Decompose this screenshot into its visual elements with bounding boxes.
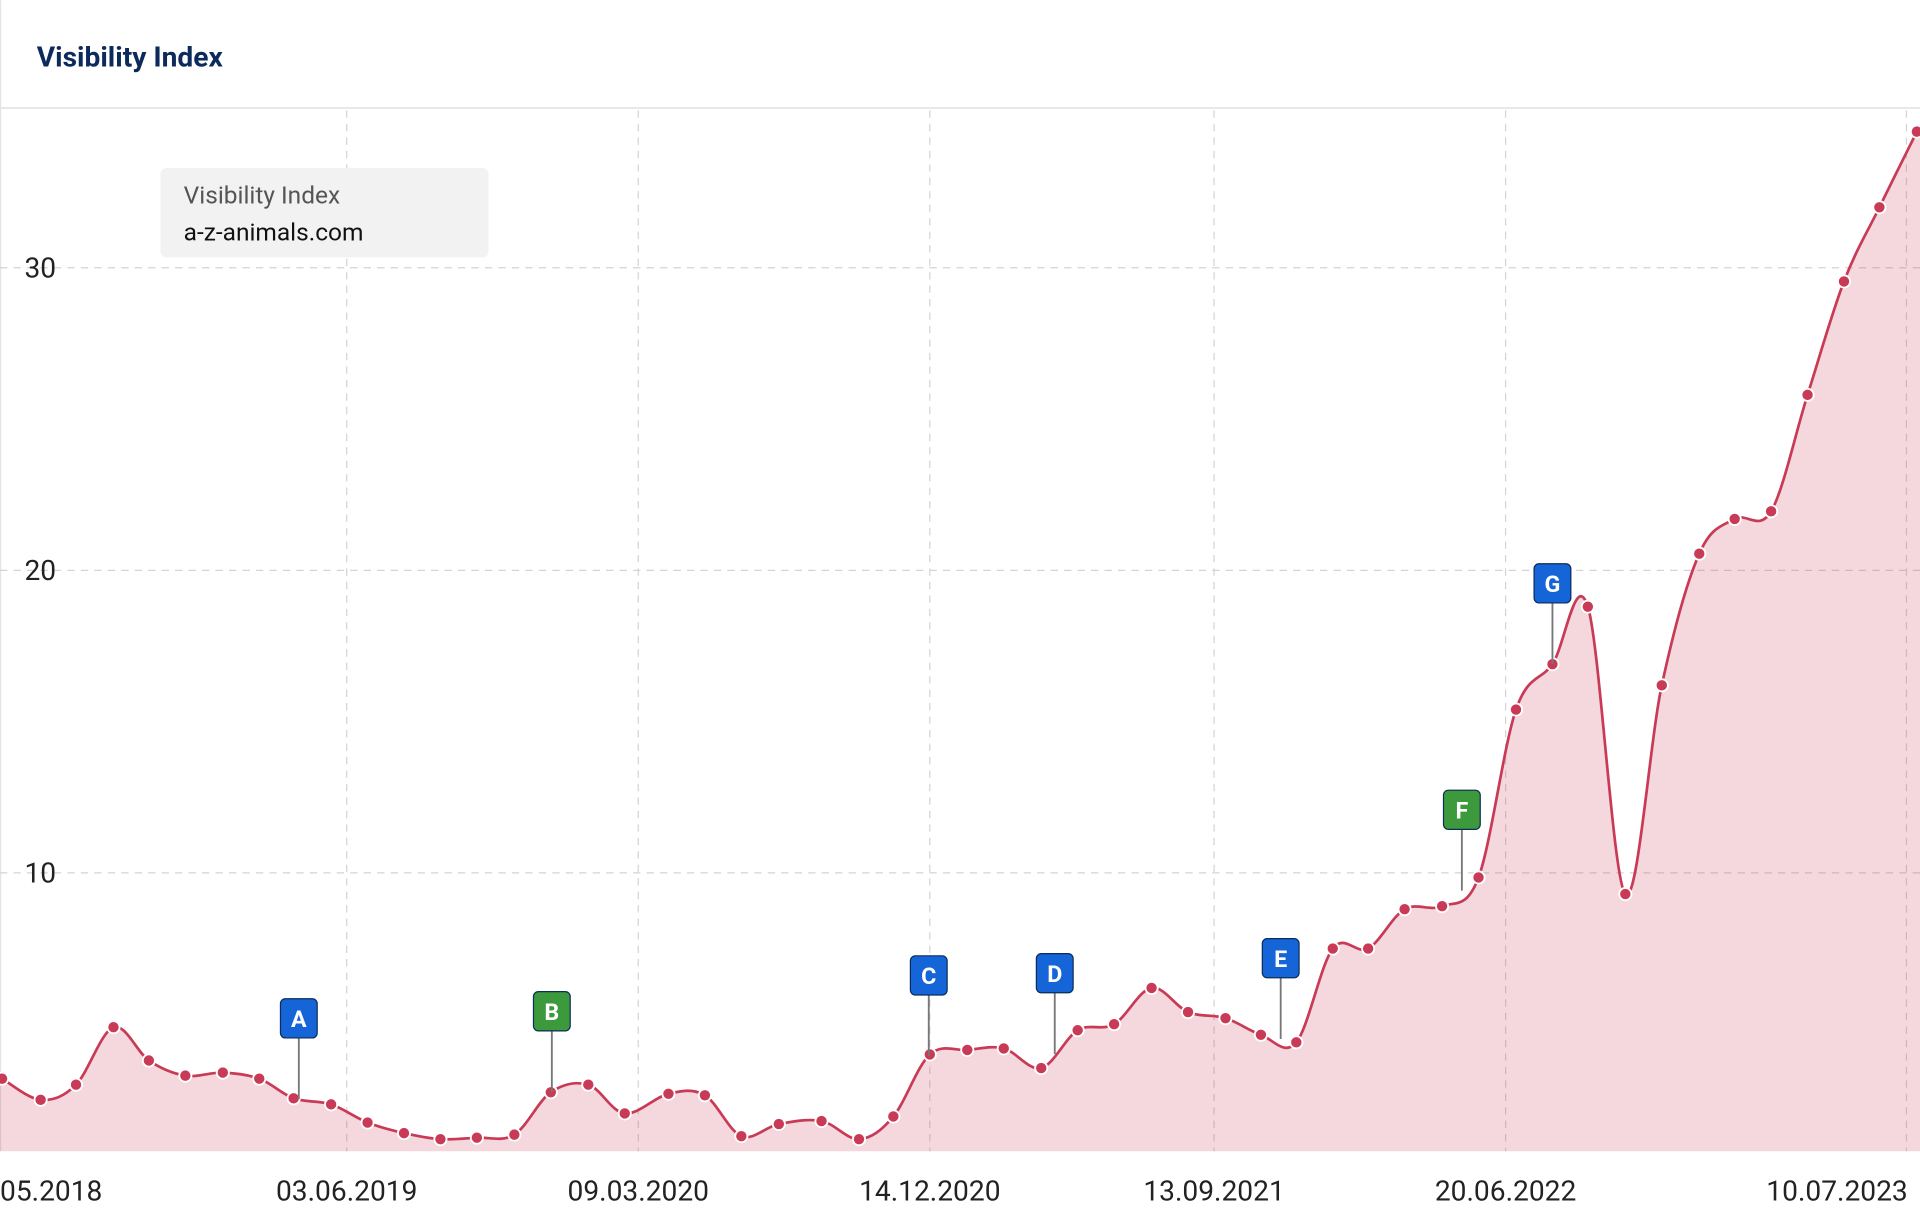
data-point [1325,941,1340,956]
x-tick-label: 20.06.2022 [1435,1174,1576,1207]
data-point [106,1020,121,1035]
data-point [1727,511,1742,526]
data-point [141,1053,156,1068]
event-label: E [1274,945,1287,973]
data-point [1397,902,1412,917]
x-tick-label: 09.03.2020 [568,1174,709,1207]
data-point [771,1117,786,1132]
event-label: C [921,962,936,990]
x-tick-label: 03.06.2019 [276,1174,417,1207]
data-point [1070,1023,1085,1038]
data-point [697,1088,712,1103]
data-point [1289,1035,1304,1050]
data-point [1800,387,1815,402]
event-badge [1442,789,1481,830]
data-point [1218,1011,1233,1026]
data-point [252,1071,267,1086]
data-point [851,1132,867,1147]
plot: A B C D E F G [0,124,1920,1152]
legend-box [160,168,489,258]
data-point [1764,504,1779,519]
data-point [1180,1005,1196,1020]
event-label: G [1545,570,1561,598]
event-badge [909,955,948,996]
event-marker: C [909,955,948,1057]
data-point [1836,274,1852,289]
data-point [1580,599,1595,614]
data-point [1471,870,1486,885]
data-point [68,1077,84,1092]
event-label: D [1047,960,1062,988]
x-tick-label: 13.09.2021 [1143,1174,1284,1207]
data-point [469,1130,484,1145]
x-tick-label: 14.12.2020 [859,1174,1000,1207]
data-point [814,1113,829,1129]
grid: 10 20 30 05.2018 03.06.2019 09.03.2020 14.12.2… [0,110,1920,1207]
legend-entry: a-z-animals.com [184,217,364,246]
event-badge [532,991,571,1032]
line [1,131,1919,1141]
y-tick-label: 20 [24,554,56,587]
data-point [215,1065,230,1080]
event-marker: E [1261,937,1300,1040]
data-point [922,1047,937,1062]
data-point [1618,887,1633,902]
data-point [324,1097,339,1112]
data-point [886,1109,901,1124]
data-point [617,1106,632,1121]
x-tick-label: 05.2018 [0,1174,102,1207]
data-point [286,1091,301,1106]
event-badge [279,998,318,1039]
data-point [0,1071,10,1086]
data-point [1508,702,1524,717]
data-point [1872,200,1887,215]
event-badge [1261,937,1300,979]
event-marker: D [1035,953,1074,1055]
y-tick-label: 30 [24,252,56,285]
event-marker: G [1533,563,1572,665]
data-point [543,1085,558,1100]
data-point [433,1132,448,1147]
data-point [396,1126,412,1141]
event-label: F [1455,796,1468,824]
event-badge [1533,563,1572,604]
data-point [734,1129,749,1144]
data-point [1435,899,1450,914]
data-point [996,1041,1011,1056]
data-point [1253,1027,1268,1042]
data-point [507,1127,522,1142]
data-point [1361,941,1376,956]
event-marker: B [532,991,571,1093]
chart-title: Visibility Index [37,40,224,73]
data-point [1692,546,1707,561]
x-tick-label: 10.07.2023 [1766,1174,1907,1207]
data-point [1909,124,1920,139]
data-point [1107,1017,1122,1032]
y-tick-label: 10 [24,857,56,890]
area [0,131,1920,1152]
data-point [581,1077,596,1092]
data-point [661,1086,676,1101]
data-point [33,1092,48,1107]
data-point [1654,678,1669,693]
event-marker: F [1442,789,1481,891]
data-point [178,1068,193,1083]
data-point [1144,980,1159,995]
data-point [960,1042,975,1057]
event-marker: A [279,998,318,1100]
legend-title: Visibility Index [184,181,340,210]
data-point [1034,1061,1049,1076]
event-badge [1035,953,1074,994]
event-label: A [291,1005,307,1033]
legend: Visibility Index a-z-animals.com [160,168,489,258]
data-point [360,1115,375,1130]
event-label: B [544,998,559,1026]
